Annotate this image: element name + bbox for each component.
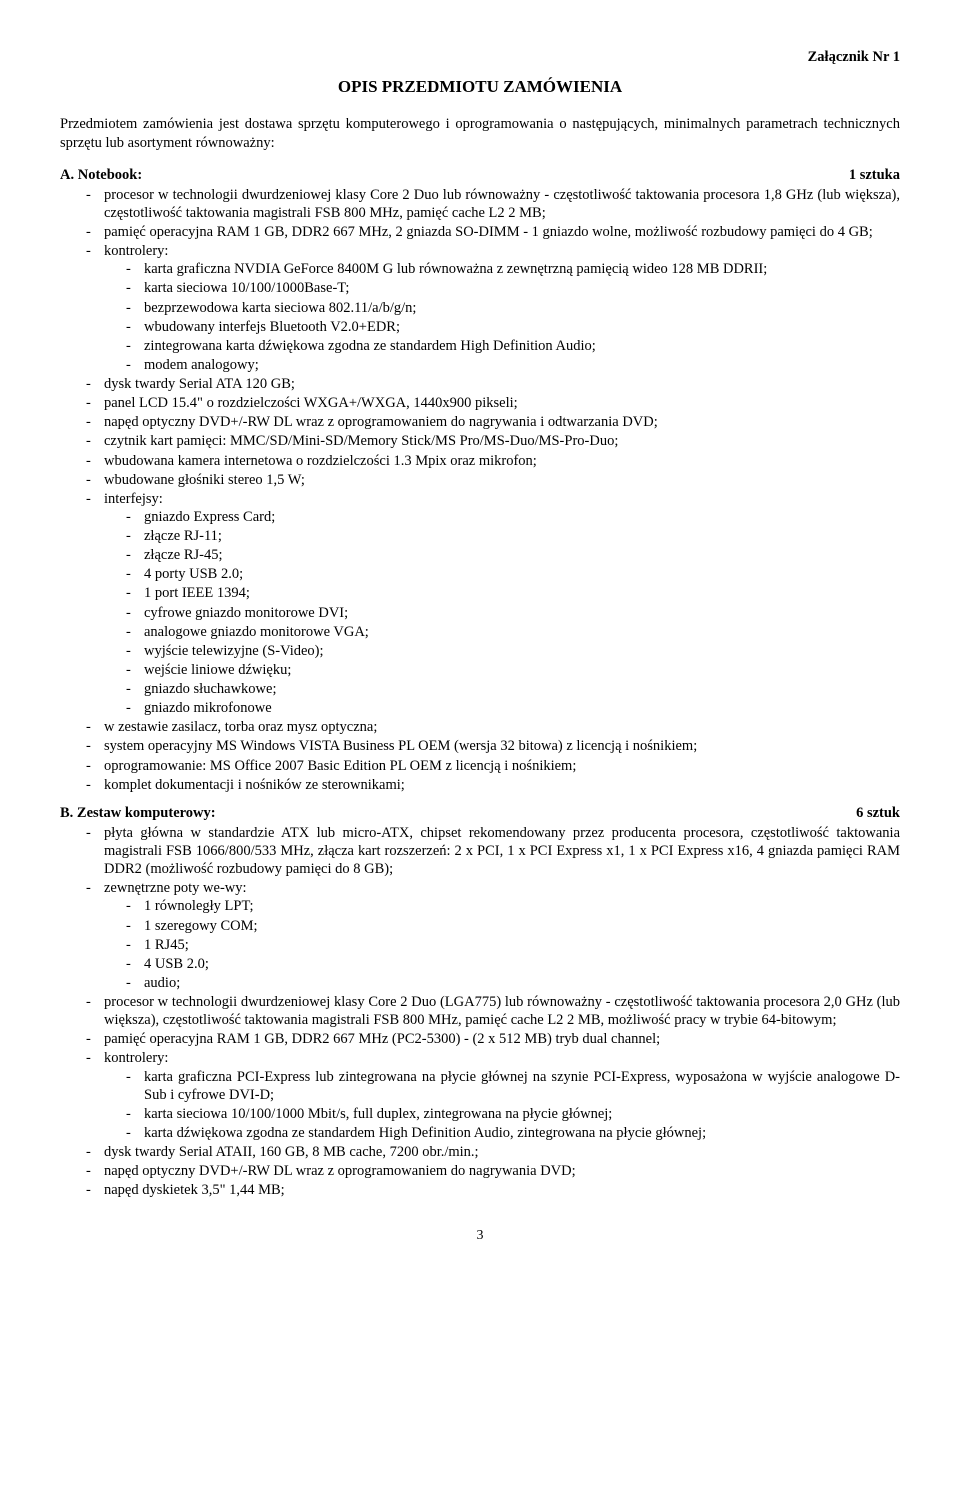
list-item: wyjście telewizyjne (S-Video); <box>126 642 900 660</box>
list-item: złącze RJ-11; <box>126 527 900 545</box>
list-item: pamięć operacyjna RAM 1 GB, DDR2 667 MHz… <box>86 1030 900 1048</box>
list-item: wejście liniowe dźwięku; <box>126 661 900 679</box>
list-item: 1 port IEEE 1394; <box>126 584 900 602</box>
intro-paragraph: Przedmiotem zamówienia jest dostawa sprz… <box>60 115 900 151</box>
list-item: karta sieciowa 10/100/1000Base-T; <box>126 279 900 297</box>
list-item: karta dźwiękowa zgodna ze standardem Hig… <box>126 1124 900 1142</box>
section-b-list: płyta główna w standardzie ATX lub micro… <box>60 824 900 1200</box>
section-a-kontrolery-sublist: karta graficzna NVDIA GeForce 8400M G lu… <box>104 260 900 374</box>
section-b-wewy-sublist: 1 równoległy LPT; 1 szeregowy COM; 1 RJ4… <box>104 897 900 992</box>
section-a-heading: A. Notebook: 1 sztuka <box>60 166 900 184</box>
list-item: gniazdo słuchawkowe; <box>126 680 900 698</box>
section-b-qty: 6 sztuk <box>856 804 900 822</box>
list-item: procesor w technologii dwurdzeniowej kla… <box>86 993 900 1029</box>
list-item: analogowe gniazdo monitorowe VGA; <box>126 623 900 641</box>
list-item: modem analogowy; <box>126 356 900 374</box>
list-item: panel LCD 15.4" o rozdzielczości WXGA+/W… <box>86 394 900 412</box>
section-b-heading: B. Zestaw komputerowy: 6 sztuk <box>60 804 900 822</box>
list-item: dysk twardy Serial ATAII, 160 GB, 8 MB c… <box>86 1143 900 1161</box>
list-item: oprogramowanie: MS Office 2007 Basic Edi… <box>86 757 900 775</box>
list-item: 4 USB 2.0; <box>126 955 900 973</box>
list-item: gniazdo mikrofonowe <box>126 699 900 717</box>
list-item: dysk twardy Serial ATA 120 GB; <box>86 375 900 393</box>
list-item: kontrolery: karta graficzna PCI-Express … <box>86 1049 900 1142</box>
attachment-label: Załącznik Nr 1 <box>60 48 900 66</box>
list-item: pamięć operacyjna RAM 1 GB, DDR2 667 MHz… <box>86 223 900 241</box>
list-item: kontrolery: karta graficzna NVDIA GeForc… <box>86 242 900 374</box>
list-item: wbudowany interfejs Bluetooth V2.0+EDR; <box>126 318 900 336</box>
page-number: 3 <box>60 1227 900 1245</box>
list-item-label: interfejsy: <box>104 491 163 507</box>
list-item: wbudowane głośniki stereo 1,5 W; <box>86 471 900 489</box>
list-item-label: kontrolery: <box>104 1050 168 1066</box>
list-item: interfejsy: gniazdo Express Card; złącze… <box>86 490 900 718</box>
list-item: 4 porty USB 2.0; <box>126 565 900 583</box>
list-item: zewnętrzne poty we-wy: 1 równoległy LPT;… <box>86 879 900 992</box>
list-item: napęd optyczny DVD+/-RW DL wraz z oprogr… <box>86 413 900 431</box>
list-item-label: zewnętrzne poty we-wy: <box>104 880 247 896</box>
document-title: OPIS PRZEDMIOTU ZAMÓWIENIA <box>60 76 900 97</box>
list-item: procesor w technologii dwurdzeniowej kla… <box>86 186 900 222</box>
section-b-kontrolery-sublist: karta graficzna PCI-Express lub zintegro… <box>104 1068 900 1143</box>
list-item: 1 RJ45; <box>126 936 900 954</box>
list-item: karta graficzna PCI-Express lub zintegro… <box>126 1068 900 1104</box>
section-a-interfejsy-sublist: gniazdo Express Card; złącze RJ-11; złąc… <box>104 508 900 717</box>
list-item: komplet dokumentacji i nośników ze stero… <box>86 776 900 794</box>
list-item: bezprzewodowa karta sieciowa 802.11/a/b/… <box>126 299 900 317</box>
section-a-list: procesor w technologii dwurdzeniowej kla… <box>60 186 900 794</box>
section-a-qty: 1 sztuka <box>849 166 900 184</box>
list-item: napęd dyskietek 3,5" 1,44 MB; <box>86 1181 900 1199</box>
list-item: napęd optyczny DVD+/-RW DL wraz z oprogr… <box>86 1162 900 1180</box>
list-item: gniazdo Express Card; <box>126 508 900 526</box>
list-item: audio; <box>126 974 900 992</box>
list-item: 1 szeregowy COM; <box>126 917 900 935</box>
list-item: w zestawie zasilacz, torba oraz mysz opt… <box>86 718 900 736</box>
list-item: cyfrowe gniazdo monitorowe DVI; <box>126 604 900 622</box>
list-item: czytnik kart pamięci: MMC/SD/Mini-SD/Mem… <box>86 432 900 450</box>
list-item: zintegrowana karta dźwiękowa zgodna ze s… <box>126 337 900 355</box>
list-item: płyta główna w standardzie ATX lub micro… <box>86 824 900 878</box>
list-item: system operacyjny MS Windows VISTA Busin… <box>86 737 900 755</box>
section-a-label: A. Notebook: <box>60 167 142 183</box>
list-item: karta sieciowa 10/100/1000 Mbit/s, full … <box>126 1105 900 1123</box>
list-item: wbudowana kamera internetowa o rozdzielc… <box>86 452 900 470</box>
section-b-label: B. Zestaw komputerowy: <box>60 805 216 821</box>
list-item: karta graficzna NVDIA GeForce 8400M G lu… <box>126 260 900 278</box>
list-item: 1 równoległy LPT; <box>126 897 900 915</box>
list-item: złącze RJ-45; <box>126 546 900 564</box>
list-item-label: kontrolery: <box>104 243 168 259</box>
